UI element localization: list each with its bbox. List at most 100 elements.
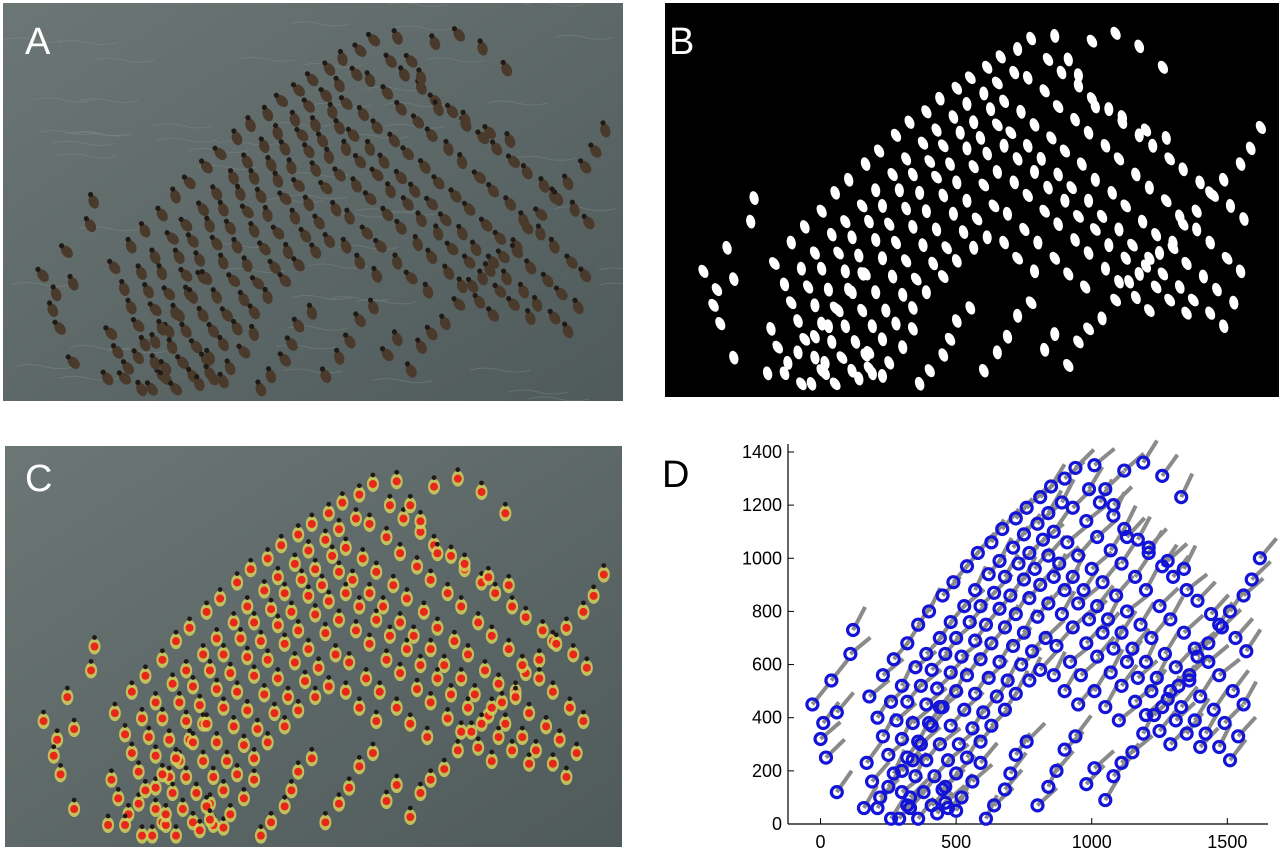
mask-blob bbox=[1039, 84, 1050, 98]
bird-position-marker bbox=[1022, 545, 1037, 561]
duck bbox=[503, 195, 517, 211]
water-ripple bbox=[14, 364, 76, 370]
bird-position-marker bbox=[1065, 500, 1080, 515]
bird-position-marker bbox=[908, 660, 923, 675]
detected-duck bbox=[553, 728, 566, 748]
detected-duck bbox=[227, 715, 240, 735]
duck bbox=[147, 301, 162, 317]
mask-blob bbox=[948, 206, 958, 221]
bird-position-marker bbox=[1109, 588, 1124, 603]
detected-duck bbox=[261, 731, 274, 751]
detected-duck bbox=[455, 667, 468, 687]
duck bbox=[291, 316, 305, 333]
mask-blob bbox=[928, 256, 939, 271]
duck bbox=[448, 187, 462, 203]
duck bbox=[551, 189, 564, 206]
bird-position-marker bbox=[911, 734, 926, 749]
water-ripple bbox=[528, 396, 590, 401]
detected-duck bbox=[339, 536, 352, 556]
duck bbox=[495, 248, 510, 264]
panel-b-mask: B bbox=[665, 3, 1279, 397]
bird-position-marker bbox=[829, 785, 844, 800]
bird-position-marker bbox=[1187, 641, 1202, 656]
detected-duck bbox=[142, 725, 155, 746]
mask-blob bbox=[1131, 167, 1141, 182]
mask-blob bbox=[711, 283, 723, 297]
duck bbox=[291, 177, 305, 192]
duck bbox=[379, 346, 394, 362]
duck bbox=[255, 379, 267, 397]
detected-duck bbox=[529, 739, 542, 759]
detected-duck bbox=[404, 805, 417, 826]
mask-blob bbox=[971, 212, 983, 226]
detected-duck bbox=[411, 677, 424, 698]
duck bbox=[142, 282, 154, 299]
duck bbox=[415, 210, 427, 228]
bird-position-marker bbox=[1231, 729, 1246, 744]
bird-position-marker bbox=[1174, 490, 1189, 505]
bird-position-marker bbox=[997, 702, 1013, 717]
bird-position-marker bbox=[997, 569, 1013, 584]
water-ripple bbox=[11, 281, 72, 287]
bird-position-marker bbox=[1090, 649, 1105, 664]
mask-blob bbox=[918, 238, 928, 253]
mask-blob bbox=[908, 301, 918, 315]
panel-label-d: D bbox=[662, 454, 690, 496]
duck bbox=[290, 82, 306, 97]
mask-blob bbox=[871, 233, 881, 247]
bird-position-marker bbox=[1176, 625, 1192, 640]
detected-duck bbox=[197, 643, 210, 663]
duck bbox=[501, 268, 512, 286]
detection-overlay-photo bbox=[5, 446, 622, 847]
bird-position-marker bbox=[949, 684, 964, 699]
detected-duck bbox=[268, 701, 281, 722]
duck bbox=[135, 379, 148, 397]
bird-position-marker bbox=[900, 750, 915, 765]
bird-position-marker bbox=[935, 699, 950, 715]
mask-blob bbox=[1221, 251, 1233, 265]
mask-blob bbox=[907, 322, 918, 336]
mask-blob bbox=[1161, 131, 1171, 145]
mask-blob bbox=[1022, 138, 1033, 153]
bird-position-marker bbox=[1008, 606, 1023, 622]
detected-duck bbox=[506, 739, 519, 759]
duck bbox=[588, 142, 602, 158]
detected-duck bbox=[227, 611, 240, 631]
detected-duck bbox=[472, 611, 485, 631]
duck bbox=[234, 183, 246, 201]
water-ripple bbox=[553, 34, 614, 40]
mask-blob bbox=[843, 172, 854, 187]
duck bbox=[46, 300, 59, 317]
bird-position-marker bbox=[1193, 739, 1208, 755]
detected-duck bbox=[112, 786, 125, 807]
duck bbox=[424, 126, 438, 142]
bird-position-marker bbox=[949, 630, 964, 646]
duck bbox=[289, 109, 301, 127]
duck bbox=[267, 258, 281, 275]
detected-duck bbox=[312, 656, 325, 676]
duck bbox=[166, 337, 178, 355]
detected-duck bbox=[431, 667, 444, 687]
duck bbox=[322, 60, 336, 76]
detected-duck bbox=[560, 616, 573, 636]
duck bbox=[149, 247, 161, 265]
mask-blob bbox=[937, 270, 949, 283]
bird-position-marker bbox=[1163, 737, 1178, 752]
bird-position-marker bbox=[949, 803, 964, 818]
detected-duck bbox=[200, 712, 213, 732]
water-ripple bbox=[156, 137, 217, 143]
detected-duck bbox=[597, 563, 610, 583]
detected-duck bbox=[51, 728, 64, 748]
duck bbox=[581, 213, 595, 230]
water-ripple bbox=[38, 130, 99, 136]
bird-position-marker bbox=[913, 737, 928, 752]
bird-position-marker bbox=[957, 598, 972, 614]
mask-blob bbox=[999, 94, 1010, 108]
detected-duck bbox=[570, 741, 583, 762]
bird-position-marker bbox=[864, 774, 880, 789]
bird-position-marker bbox=[1054, 495, 1069, 510]
mask-blob bbox=[890, 128, 902, 142]
duck bbox=[155, 205, 168, 222]
detected-duck bbox=[299, 669, 312, 690]
duck bbox=[245, 115, 256, 133]
